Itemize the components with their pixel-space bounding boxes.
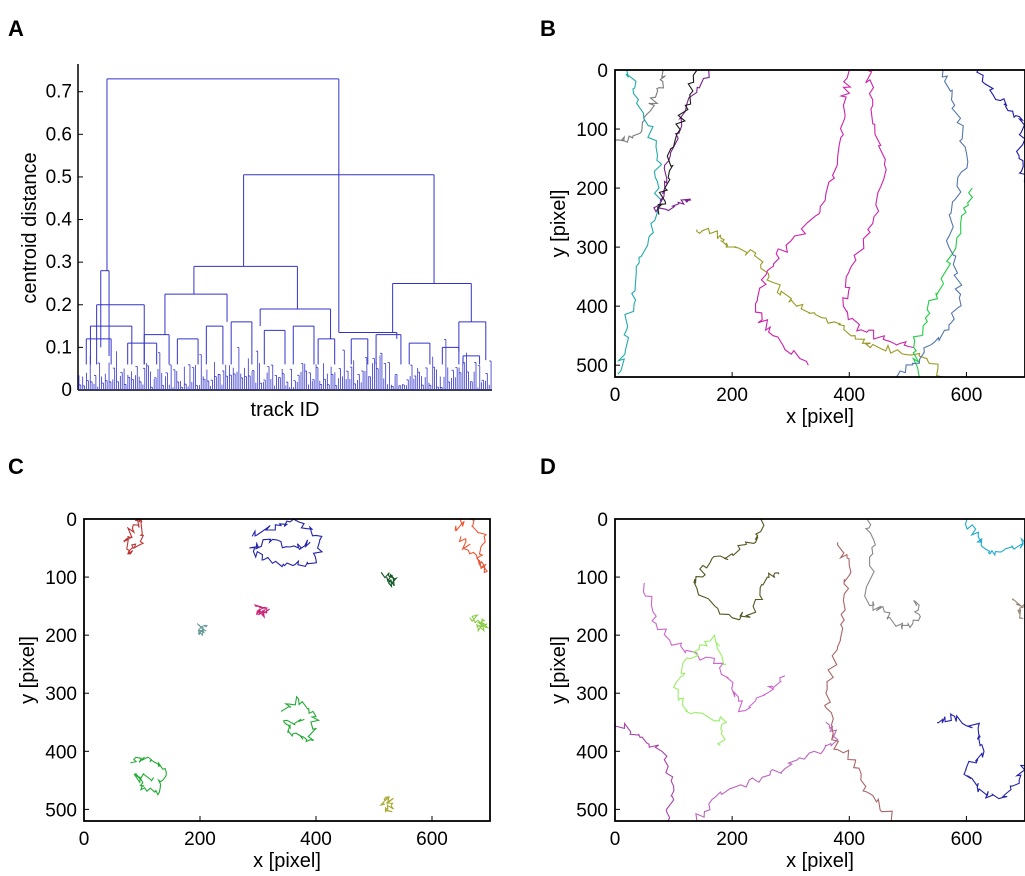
x-tick-label: 400 — [833, 385, 865, 406]
panel-b-tracks — [614, 69, 1025, 378]
x-tick-label: 600 — [416, 829, 448, 850]
panel-b-y-axis-label: y [pixel] — [548, 190, 570, 258]
dendrogram-leaves — [78, 339, 492, 390]
panel-c-frame — [83, 518, 491, 822]
trajectory-track — [911, 187, 974, 378]
trajectory-track — [130, 756, 167, 796]
y-tick-label: 400 — [45, 742, 77, 763]
trajectory-track — [672, 633, 728, 746]
trajectory-track — [616, 69, 663, 375]
panel-d-tracks — [614, 518, 1025, 822]
trajectory-track — [380, 571, 399, 589]
trajectory-track — [280, 695, 321, 743]
trajectory-track — [254, 604, 270, 619]
y-tick-label: 0.6 — [46, 124, 72, 145]
y-tick-label: 200 — [45, 626, 77, 647]
y-tick-label: 500 — [576, 356, 608, 377]
trajectory-track — [469, 614, 490, 633]
trajectory-track — [614, 721, 675, 822]
trajectory-track — [653, 69, 710, 213]
x-tick-label: 0 — [79, 829, 90, 850]
panel-c-x-axis-label: x [pixel] — [253, 850, 321, 872]
trajectory-track — [454, 518, 488, 574]
y-tick-label: 500 — [45, 800, 77, 821]
x-tick-label: 400 — [300, 829, 332, 850]
x-tick-label: 400 — [833, 829, 865, 850]
trajectory-track — [249, 518, 324, 568]
trajectory-track — [936, 712, 1025, 800]
x-tick-label: 200 — [716, 385, 748, 406]
y-tick-label: 300 — [45, 684, 77, 705]
trajectory-track — [976, 69, 1025, 189]
trajectory-track — [657, 69, 698, 215]
y-tick-label: 200 — [576, 179, 608, 200]
y-tick-label: 0.1 — [46, 337, 72, 358]
trajectory-track — [379, 795, 395, 813]
trajectory-track — [1011, 598, 1025, 620]
y-tick-label: 500 — [576, 800, 608, 821]
panel-letter-a: A — [8, 16, 24, 41]
panel-c-tracks — [123, 517, 490, 813]
x-tick-label: 0 — [610, 829, 621, 850]
trajectory-track — [123, 517, 145, 555]
x-tick-label: 0 — [610, 385, 621, 406]
y-tick-label: 100 — [45, 568, 77, 589]
y-tick-label: 0.7 — [46, 82, 72, 103]
x-tick-label: 600 — [951, 829, 983, 850]
y-tick-label: 0 — [597, 510, 608, 531]
y-tick-label: 300 — [576, 684, 608, 705]
y-tick-label: 0.5 — [46, 167, 72, 188]
y-tick-label: 0.4 — [46, 210, 73, 231]
x-axis-label: track ID — [251, 399, 320, 421]
y-tick-label: 300 — [576, 238, 608, 259]
trajectory-track — [196, 623, 208, 637]
y-tick-label: 100 — [576, 568, 608, 589]
trajectory-track — [964, 518, 1025, 557]
trajectory-track — [895, 69, 969, 378]
trajectory-track — [695, 721, 839, 822]
trajectory-track — [696, 227, 944, 378]
panel-letter-b: B — [540, 16, 556, 41]
trajectory-track — [864, 518, 922, 630]
y-tick-label: 0 — [61, 380, 72, 401]
y-tick-label: 0 — [597, 61, 608, 82]
y-tick-label: 400 — [576, 297, 608, 318]
trajectory-track — [842, 69, 914, 349]
panel-c-y-axis-label: y [pixel] — [17, 636, 39, 704]
x-tick-label: 200 — [184, 829, 216, 850]
trajectory-track — [614, 69, 668, 144]
y-tick-label: 0 — [66, 510, 77, 531]
x-tick-label: 600 — [951, 385, 983, 406]
y-tick-label: 0.2 — [46, 295, 72, 316]
panel-d-y-axis-label: y [pixel] — [548, 636, 570, 704]
y-axis-label: centroid distance — [19, 152, 41, 303]
panel-b-frame — [614, 69, 1025, 378]
panel-d-frame — [614, 518, 1025, 822]
trajectory-track — [642, 582, 786, 713]
panel-letter-d: D — [540, 454, 556, 479]
y-tick-label: 400 — [576, 742, 608, 763]
panel-letter-c: C — [8, 454, 24, 479]
y-tick-label: 100 — [576, 120, 608, 141]
trajectory-track — [754, 69, 852, 366]
trajectory-track — [693, 518, 780, 621]
trajectory-track — [823, 542, 897, 822]
panel-b-x-axis-label: x [pixel] — [786, 406, 854, 428]
x-tick-label: 200 — [716, 829, 748, 850]
panel-d-x-axis-label: x [pixel] — [786, 850, 854, 872]
y-tick-label: 0.3 — [46, 252, 72, 273]
y-tick-label: 200 — [576, 626, 608, 647]
